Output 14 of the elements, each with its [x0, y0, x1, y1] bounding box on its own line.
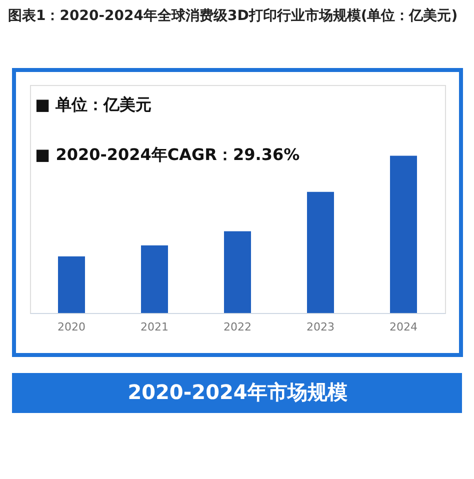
x-axis-title: 2020-2024年市场规模: [128, 380, 348, 404]
x-tick-label: 2022: [224, 320, 252, 334]
bar: [141, 245, 168, 313]
annotation: ■ 2020-2024年CAGR：29.36%: [35, 145, 300, 164]
bar: [390, 156, 417, 313]
x-tick-label: 2023: [306, 320, 334, 334]
bar: [58, 256, 85, 313]
x-tick-label: 2024: [390, 320, 418, 334]
bar: [224, 231, 251, 313]
text: ■ 单位：亿美元: [35, 95, 152, 114]
x-tick-label: 2020: [58, 320, 86, 334]
bar: [307, 192, 334, 313]
x-tick-label: 2021: [140, 320, 168, 334]
chart-title: 图表1：2020-2024年全球消费级3D打印行业市场规模(单位：亿美元): [8, 7, 458, 24]
